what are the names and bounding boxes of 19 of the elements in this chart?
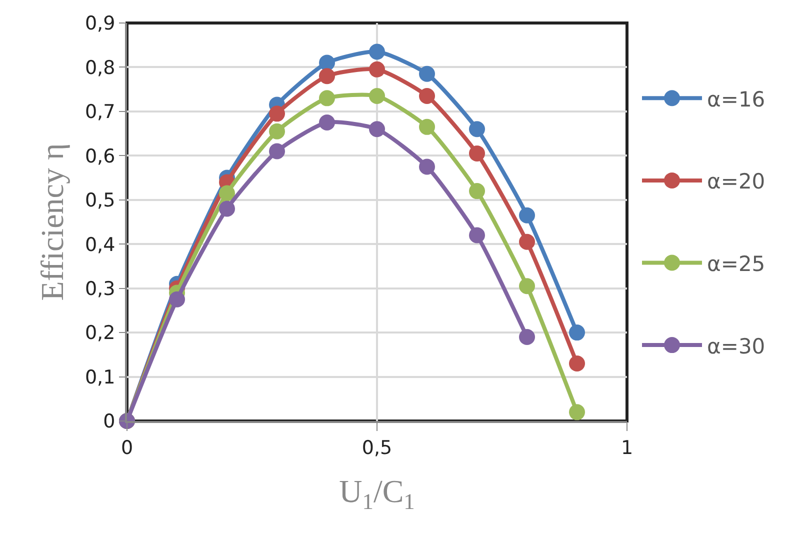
y-tick-label: 0,6 bbox=[84, 145, 116, 168]
legend-label: α=20 bbox=[707, 170, 766, 194]
y-tick-label: 0 bbox=[103, 410, 116, 433]
legend-label: α=30 bbox=[707, 334, 766, 358]
x-tick-label: 0 bbox=[120, 436, 134, 459]
y-tick-label: 0,9 bbox=[84, 12, 116, 35]
y-tick-label: 0,2 bbox=[84, 322, 116, 344]
y-tick-label: 0,1 bbox=[84, 366, 116, 388]
legend-label: α=25 bbox=[707, 252, 766, 276]
x-tick-label: 1 bbox=[620, 436, 634, 459]
y-tick-label: 0,8 bbox=[84, 56, 116, 79]
x-tick-label: 0,5 bbox=[362, 436, 392, 459]
y-tick-label: 0,3 bbox=[84, 278, 116, 300]
x-axis-title: U$_{1}$/C$_{1}$ bbox=[339, 473, 415, 514]
y-tick-label: 0,4 bbox=[84, 234, 116, 256]
y-tick-label: 0,5 bbox=[84, 190, 116, 212]
legend-label: α=16 bbox=[707, 87, 766, 112]
y-tick-label: 0,7 bbox=[84, 101, 116, 124]
y-axis-title: Efficiency η bbox=[34, 143, 70, 301]
